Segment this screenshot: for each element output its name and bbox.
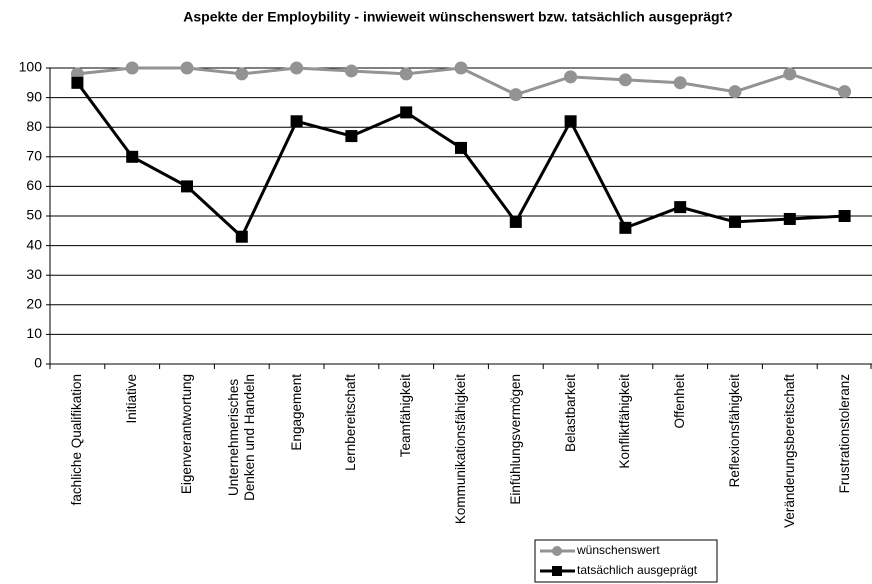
y-tick-label: 90: [26, 88, 42, 104]
x-tick-label: Teamfähigkeit: [398, 374, 414, 458]
point: [345, 130, 358, 143]
x-tick-label: Konfliktfähigkeit: [617, 374, 633, 469]
point: [564, 70, 578, 84]
point: [783, 67, 797, 81]
point: [509, 215, 522, 228]
y-tick-label: 50: [26, 207, 42, 223]
y-tick-label: 100: [19, 59, 43, 75]
point: [235, 67, 249, 81]
y-tick-label: 70: [26, 148, 42, 164]
y-tick-label: 0: [34, 355, 42, 371]
x-tick-label: Einfühlungsvermögen: [507, 374, 523, 505]
point: [344, 64, 358, 78]
chart-title: Aspekte der Employbility - inwieweit wün…: [183, 9, 733, 25]
point: [564, 115, 577, 128]
y-tick-label: 30: [26, 266, 42, 282]
x-tick-label: Lernbereitschaft: [343, 374, 359, 471]
x-tick-label: Reflexionsfähigkeit: [727, 374, 742, 488]
point: [399, 67, 413, 81]
x-tick-label: Eigenverantwortung: [179, 374, 194, 495]
legend-box: [534, 539, 718, 583]
x-tick-label: Engagement: [288, 374, 304, 451]
y-tick-label: 80: [26, 118, 42, 134]
x-tick-label: fachliche Qualifikation: [69, 374, 85, 506]
point: [838, 210, 851, 222]
x-tick-label: Frustrationstoleranz: [836, 374, 852, 494]
point: [126, 150, 139, 163]
legend-label: wünschenswert: [576, 543, 660, 557]
point: [619, 221, 632, 234]
point: [729, 215, 741, 228]
point: [235, 230, 248, 243]
x-tick-label: Offenheit: [672, 374, 688, 429]
legend-label: tatsächlich ausgeprägt: [577, 563, 698, 577]
x-tick-label: Veränderungsbereitschaft: [781, 374, 797, 528]
point: [838, 85, 852, 99]
legend-marker: [552, 566, 562, 576]
point: [674, 201, 687, 214]
y-tick-label: 10: [26, 325, 42, 341]
point: [290, 115, 303, 128]
point: [673, 76, 687, 90]
point: [290, 61, 304, 75]
point: [454, 61, 468, 75]
x-tick-label: Kommunikationsfähigkeit: [453, 374, 468, 525]
y-tick-label: 40: [26, 236, 42, 252]
x-tick-label: Belastbarkeit: [562, 374, 578, 453]
point: [728, 85, 742, 99]
point: [783, 212, 796, 225]
series-line: [76, 81, 845, 240]
x-tick-label: Unternehmerisches Denken und Handeln: [225, 374, 257, 501]
y-tick-label: 20: [26, 296, 42, 312]
point: [618, 73, 632, 87]
point: [455, 141, 467, 154]
legend-marker: [552, 546, 562, 556]
point: [400, 106, 413, 119]
x-tick-label: Initiative: [124, 374, 140, 424]
point: [125, 61, 139, 75]
point: [181, 180, 193, 193]
point: [509, 88, 523, 102]
y-tick-label: 60: [26, 177, 42, 193]
point: [71, 76, 84, 89]
point: [180, 61, 194, 75]
